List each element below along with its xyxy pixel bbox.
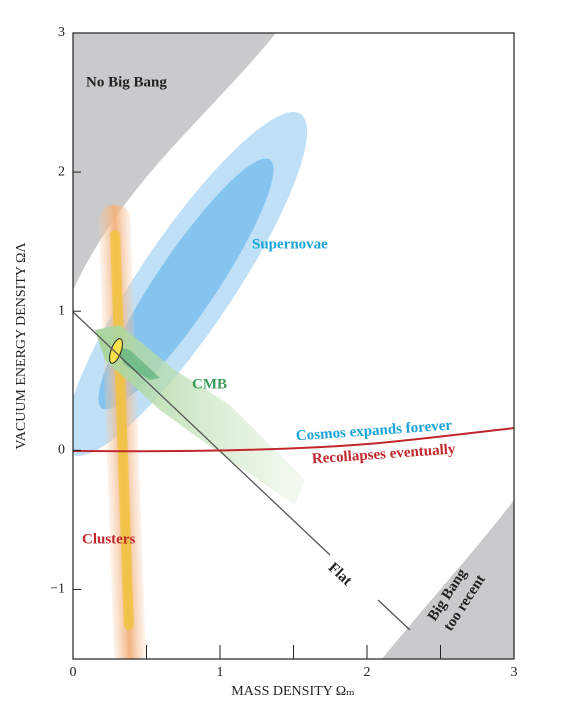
too-recent-region <box>382 500 514 659</box>
x-tick-label: 3 <box>511 665 518 680</box>
recollapse-line <box>73 427 514 453</box>
x-axis-label: MASS DENSITY Ωₘ <box>231 684 355 699</box>
y-axis-label: VACUUM ENERGY DENSITY ΩΛ <box>14 242 29 450</box>
flat-line <box>73 311 411 631</box>
annotation: Supernovae <box>252 236 328 252</box>
y-tick-label: −1 <box>50 582 65 597</box>
y-tick-label: 2 <box>58 164 65 179</box>
plot-regions <box>73 33 514 659</box>
annotation: Clusters <box>82 531 135 547</box>
y-tick-label: 1 <box>58 303 65 318</box>
cmb-inner <box>112 345 160 380</box>
no-big-bang-region <box>73 33 276 290</box>
x-tick-label: 1 <box>217 665 224 680</box>
y-tick-label: 0 <box>58 443 65 458</box>
concordance <box>109 338 123 364</box>
annotation: Recollapses eventually <box>311 441 456 467</box>
x-tick-label: 2 <box>364 665 371 680</box>
annotation: CMB <box>192 376 227 392</box>
annotation: Flat <box>325 560 355 589</box>
annotation: Cosmos expands forever <box>295 418 452 445</box>
annotation: No Big Bang <box>86 74 167 90</box>
y-tick-label: 3 <box>58 25 65 40</box>
x-tick-label: 0 <box>70 665 77 680</box>
